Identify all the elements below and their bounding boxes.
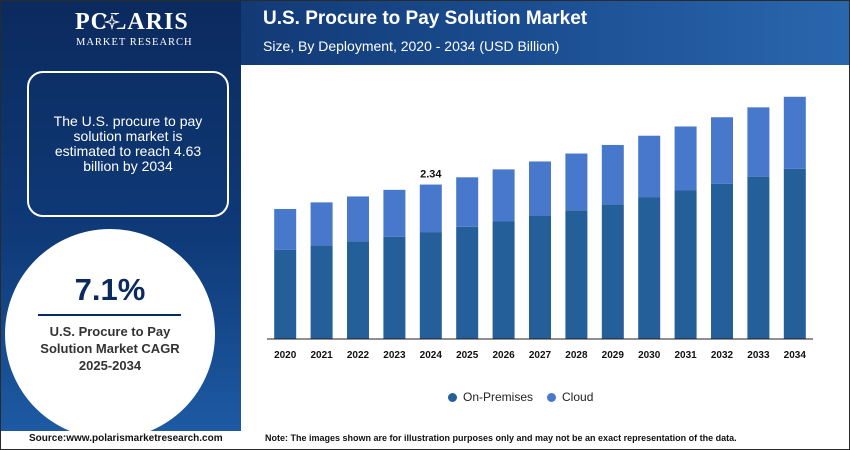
bar-on-premises-2034 [783,168,806,339]
chart-area: 2020 2021 2022 2023 2024 2.34 2025 2026 2027 2028… [241,65,849,431]
x-tick-label-2033: 2033 [747,350,770,361]
disclaimer-note: Note: The images shown are for illustrat… [265,433,737,443]
info-box: The U.S. procure to pay solution market … [27,71,229,217]
bar-cloud-2020 [274,208,297,250]
bar-on-premises-2026 [492,221,515,339]
cagr-label: U.S. Procure to Pay Solution Market CAGR… [40,324,180,373]
x-tick-label-2028: 2028 [565,350,588,361]
x-tick-label-2029: 2029 [602,350,625,361]
legend-label-cloud: Cloud [562,390,594,404]
bar-cloud-2021 [310,202,333,246]
bar-cloud-2031 [674,126,697,191]
data-label-2024: 2.34 [420,169,442,181]
x-tick-label-2032: 2032 [711,350,734,361]
info-text: The U.S. procure to pay solution market … [53,113,203,174]
compass-star-icon [103,13,121,31]
footer [1,431,849,449]
legend-item-on-premises: On-Premises [448,390,533,404]
x-tick-label-2034: 2034 [784,350,807,361]
bar-on-premises-2027 [529,215,551,339]
x-tick-label-2024: 2024 [420,350,443,361]
bar-cloud-2026 [492,169,515,222]
x-tick-label-2027: 2027 [529,350,552,361]
chart-subtitle: Size, By Deployment, 2020 - 2034 (USD Bi… [263,38,560,54]
bar-on-premises-2025 [456,226,479,339]
cagr-circle: 7.1% U.S. Procure to Pay Solution Market… [5,229,215,439]
chart-title: U.S. Procure to Pay Solution Market [263,8,588,29]
bar-cloud-2032 [711,117,733,184]
bar-on-premises-2021 [310,245,333,339]
bar-cloud-2023 [383,189,406,237]
bar-on-premises-2033 [747,176,770,339]
legend-dot-on-premises [448,392,457,402]
x-tick-label-2022: 2022 [347,350,370,361]
bar-cloud-2027 [529,161,551,216]
legend-item-cloud: Cloud [547,390,593,404]
x-tick-label-2030: 2030 [638,350,661,361]
bar-cloud-2034 [783,96,806,169]
cagr-value: 7.1% [74,272,146,307]
x-tick-label-2026: 2026 [492,350,515,361]
bar-on-premises-2030 [638,197,661,339]
x-tick-label-2021: 2021 [310,350,333,361]
bar-on-premises-2032 [711,183,733,339]
bar-cloud-2024 [419,184,442,233]
legend: On-Premises Cloud [448,390,607,404]
x-tick-label-2025: 2025 [456,350,479,361]
bar-on-premises-2022 [347,241,369,339]
logo-name: POLARIS [75,9,189,35]
legend-label-on-premises: On-Premises [463,390,534,404]
cagr-divider [38,314,181,316]
source-text: Source:www.polarismarketresearch.com [29,433,223,444]
bar-chart: 2020 2021 2022 2023 2024 2.34 2025 2026 2027 2028… [267,96,813,361]
logo-subtitle: MARKET RESEARCH [76,37,193,48]
legend-dot-cloud [547,392,557,402]
bar-on-premises-2020 [274,249,297,339]
x-tick-label-2031: 2031 [674,350,697,361]
bar-on-premises-2028 [565,210,588,339]
bar-cloud-2033 [747,107,770,177]
bar-cloud-2028 [565,153,588,211]
x-tick-label-2023: 2023 [383,350,406,361]
bar-on-premises-2029 [601,204,624,339]
bar-on-premises-2024 [419,232,442,339]
bar-cloud-2022 [347,196,369,242]
bar-on-premises-2031 [674,190,697,339]
bar-on-premises-2023 [383,236,406,339]
bar-cloud-2029 [601,144,624,205]
bar-cloud-2030 [638,135,661,198]
x-tick-label-2020: 2020 [274,350,297,361]
bar-cloud-2025 [456,177,479,227]
